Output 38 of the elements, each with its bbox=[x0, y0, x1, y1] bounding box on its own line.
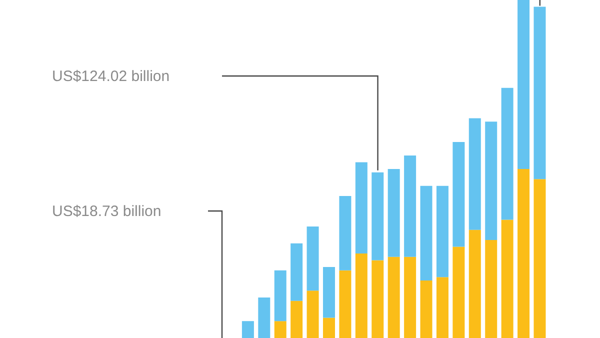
bar bbox=[323, 267, 335, 318]
bar bbox=[534, 6, 546, 180]
bar bbox=[436, 277, 448, 338]
bar bbox=[404, 256, 416, 338]
bar bbox=[306, 290, 319, 338]
bar bbox=[323, 318, 335, 338]
bar bbox=[501, 88, 514, 220]
bar bbox=[468, 230, 481, 338]
text: US$124.02 billion bbox=[52, 68, 170, 85]
bar bbox=[290, 300, 303, 338]
bar bbox=[420, 186, 432, 281]
bar bbox=[355, 162, 368, 254]
bar bbox=[339, 270, 352, 338]
bar bbox=[258, 297, 270, 338]
bar bbox=[388, 256, 400, 338]
text: US$18.73 billion bbox=[52, 203, 162, 220]
bar bbox=[485, 240, 498, 338]
bar bbox=[420, 280, 432, 338]
bar bbox=[372, 172, 384, 260]
bar bbox=[501, 220, 514, 338]
bar bbox=[372, 260, 384, 338]
bar bbox=[518, 169, 530, 338]
bar bbox=[534, 179, 546, 338]
bar bbox=[404, 155, 416, 257]
bar bbox=[452, 142, 465, 247]
bar bbox=[355, 254, 368, 338]
bar bbox=[274, 321, 286, 338]
bar bbox=[242, 321, 254, 338]
bar bbox=[290, 243, 303, 301]
bar bbox=[436, 186, 448, 278]
bar bbox=[388, 169, 400, 257]
bar bbox=[452, 246, 465, 338]
bar bbox=[485, 122, 498, 240]
bar bbox=[468, 118, 481, 230]
bar bbox=[518, 0, 530, 169]
bar bbox=[339, 196, 352, 270]
bar bbox=[306, 226, 319, 291]
bar bbox=[274, 270, 286, 322]
